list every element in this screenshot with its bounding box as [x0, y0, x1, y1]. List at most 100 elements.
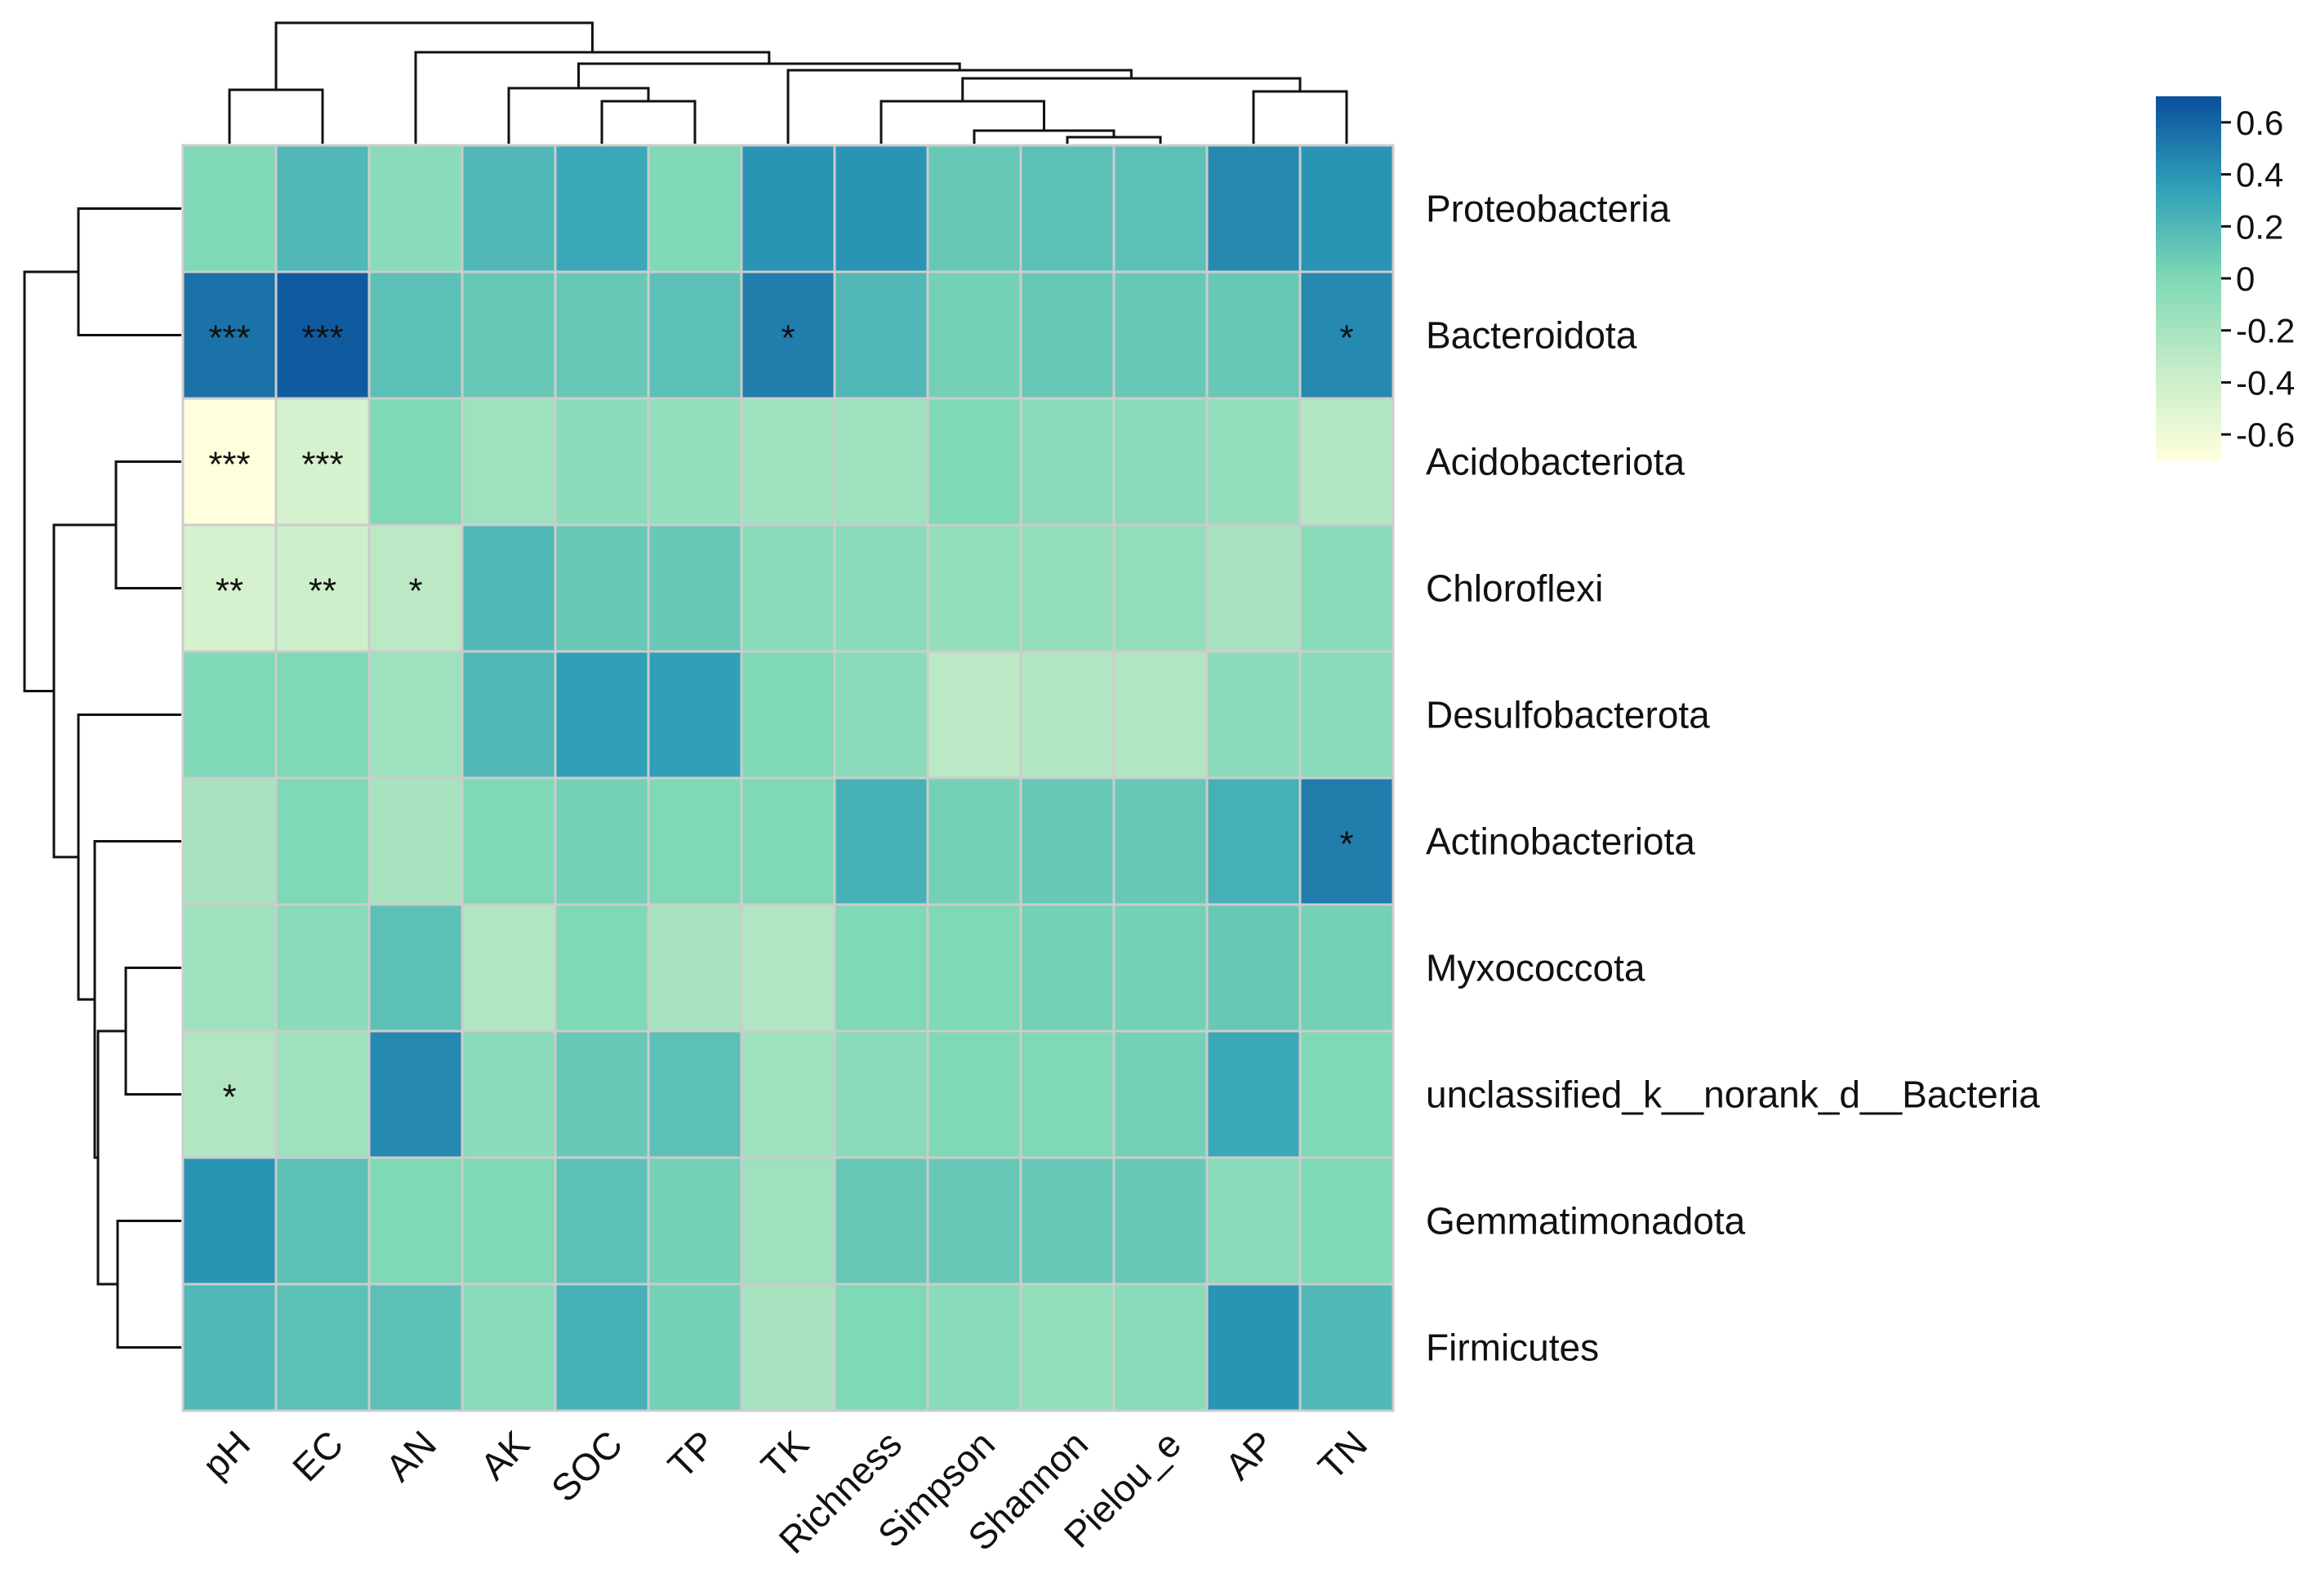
heatmap-cell: [181, 523, 278, 653]
significance-marker: *: [1339, 318, 1353, 358]
heatmap-cell: [1205, 1029, 1302, 1159]
heatmap-cell: [740, 1283, 836, 1412]
dendrogram-link: [1066, 136, 1162, 144]
heatmap-cell: [1298, 650, 1395, 780]
heatmap-cell: [367, 650, 464, 780]
heatmap-cell: [1112, 523, 1209, 653]
heatmap-cell: [274, 270, 371, 400]
significance-marker: *: [1339, 825, 1353, 865]
significance-marker: *: [222, 1078, 236, 1118]
heatmap-cell: [740, 650, 836, 780]
heatmap-cell: [647, 776, 743, 906]
dendrogram-link: [274, 21, 594, 90]
heatmap-cell: [461, 1029, 557, 1159]
heatmap-cell: [1205, 776, 1302, 906]
heatmap-cell: [1112, 650, 1209, 780]
dendrogram-link: [600, 100, 697, 144]
row-label: Proteobacteria: [1426, 188, 1671, 230]
heatmap-cell: [181, 397, 278, 527]
row-label: Acidobacteriota: [1426, 441, 1685, 483]
heatmap-cell: [1298, 144, 1395, 273]
heatmap-cell: [926, 1283, 1022, 1412]
column-label: TP: [660, 1422, 724, 1486]
heatmap-cell: [1019, 144, 1115, 273]
heatmap-cell: [1019, 650, 1115, 780]
heatmap-cell: [926, 776, 1022, 906]
colorbar-tick-label: 0.2: [2236, 207, 2283, 246]
heatmap-cell: [926, 903, 1022, 1033]
heatmap-cell: [367, 397, 464, 527]
heatmap-cell: [1205, 903, 1302, 1033]
colorbar: 0.6 0.4 0.2 0 -0.2 -0.4 -0.6: [2156, 96, 2295, 460]
significance-marker: ***: [301, 318, 343, 358]
colorbar-tick-label: 0.4: [2236, 156, 2283, 194]
significance-marker: ***: [208, 318, 250, 358]
dendrogram-link: [414, 51, 771, 144]
row-label: Actinobacteriota: [1426, 820, 1695, 863]
dendrogram-link: [507, 87, 650, 144]
heatmap-cell: [740, 523, 836, 653]
heatmap-cell: [1205, 1283, 1302, 1412]
colorbar-tick-label: -0.2: [2236, 312, 2295, 350]
row-label: Firmicutes: [1426, 1327, 1599, 1369]
heatmap-cell: [367, 1029, 464, 1159]
heatmap-cell: [274, 776, 371, 906]
heatmap-cell: [1019, 903, 1115, 1033]
column-dendrogram: [228, 21, 1348, 144]
significance-marker: ***: [208, 445, 250, 485]
significance-marker: **: [216, 571, 243, 611]
heatmap-cell: [647, 270, 743, 400]
heatmap-cell: [647, 1029, 743, 1159]
heatmap-cell: [461, 1283, 557, 1412]
heatmap-cell: [461, 523, 557, 653]
heatmap-cell: [1205, 650, 1302, 780]
heatmap-cell: [833, 1156, 929, 1286]
heatmap-cell: [274, 144, 371, 273]
heatmap-cell: [740, 397, 836, 527]
row-labels: Proteobacteria Bacteroidota Acidobacteriot…: [1426, 188, 2040, 1369]
heatmap-cell: [461, 903, 557, 1033]
heatmap-cell: [647, 523, 743, 653]
heatmap-cell: [1019, 270, 1115, 400]
dendrogram-link: [96, 1029, 126, 1286]
colorbar-tick-label: -0.4: [2236, 363, 2295, 402]
heatmap-cell: [926, 270, 1022, 400]
heatmap-cell: [1019, 776, 1115, 906]
heatmap-cell: [833, 144, 929, 273]
dendrogram-link: [124, 967, 181, 1096]
heatmap-cell: [833, 397, 929, 527]
dendrogram-link: [52, 523, 116, 859]
heatmap-cell: [926, 650, 1022, 780]
heatmap-cell: [1298, 397, 1395, 527]
heatmap-cell: [181, 650, 278, 780]
dendrogram-link: [577, 62, 961, 88]
heatmap-cell: [647, 1156, 743, 1286]
heatmap-cell: [926, 397, 1022, 527]
heatmap-cell: [1205, 397, 1302, 527]
heatmap-cell: [740, 776, 836, 906]
heatmap-cell: [833, 270, 929, 400]
heatmap-cell: [740, 1029, 836, 1159]
significance-marker: *: [781, 318, 795, 358]
significance-marker: ***: [301, 445, 343, 485]
dendrogram-link: [23, 270, 78, 692]
heatmap-cell: [647, 650, 743, 780]
heatmap-cell: [554, 397, 650, 527]
heatmap-cell: [647, 903, 743, 1033]
heatmap-cell: [1298, 776, 1395, 906]
heatmap-cell: [926, 144, 1022, 273]
heatmap-cell: [1298, 903, 1395, 1033]
row-label: Desulfobacterota: [1426, 694, 1710, 736]
heatmap-cell: [181, 903, 278, 1033]
row-label: Chloroflexi: [1426, 567, 1603, 610]
heatmap-cell: [181, 776, 278, 906]
heatmap-cell: [461, 144, 557, 273]
heatmap-cell: [1298, 270, 1395, 400]
heatmap-cell: [1298, 1029, 1395, 1159]
heatmap-cell: [554, 903, 650, 1033]
row-label: unclassified_k__norank_d__Bacteria: [1426, 1074, 2040, 1116]
heatmap-cell: [554, 144, 650, 273]
colorbar-tick-label: 0.6: [2236, 104, 2283, 142]
heatmap-cell: [647, 397, 743, 527]
column-label: AK: [472, 1422, 537, 1487]
